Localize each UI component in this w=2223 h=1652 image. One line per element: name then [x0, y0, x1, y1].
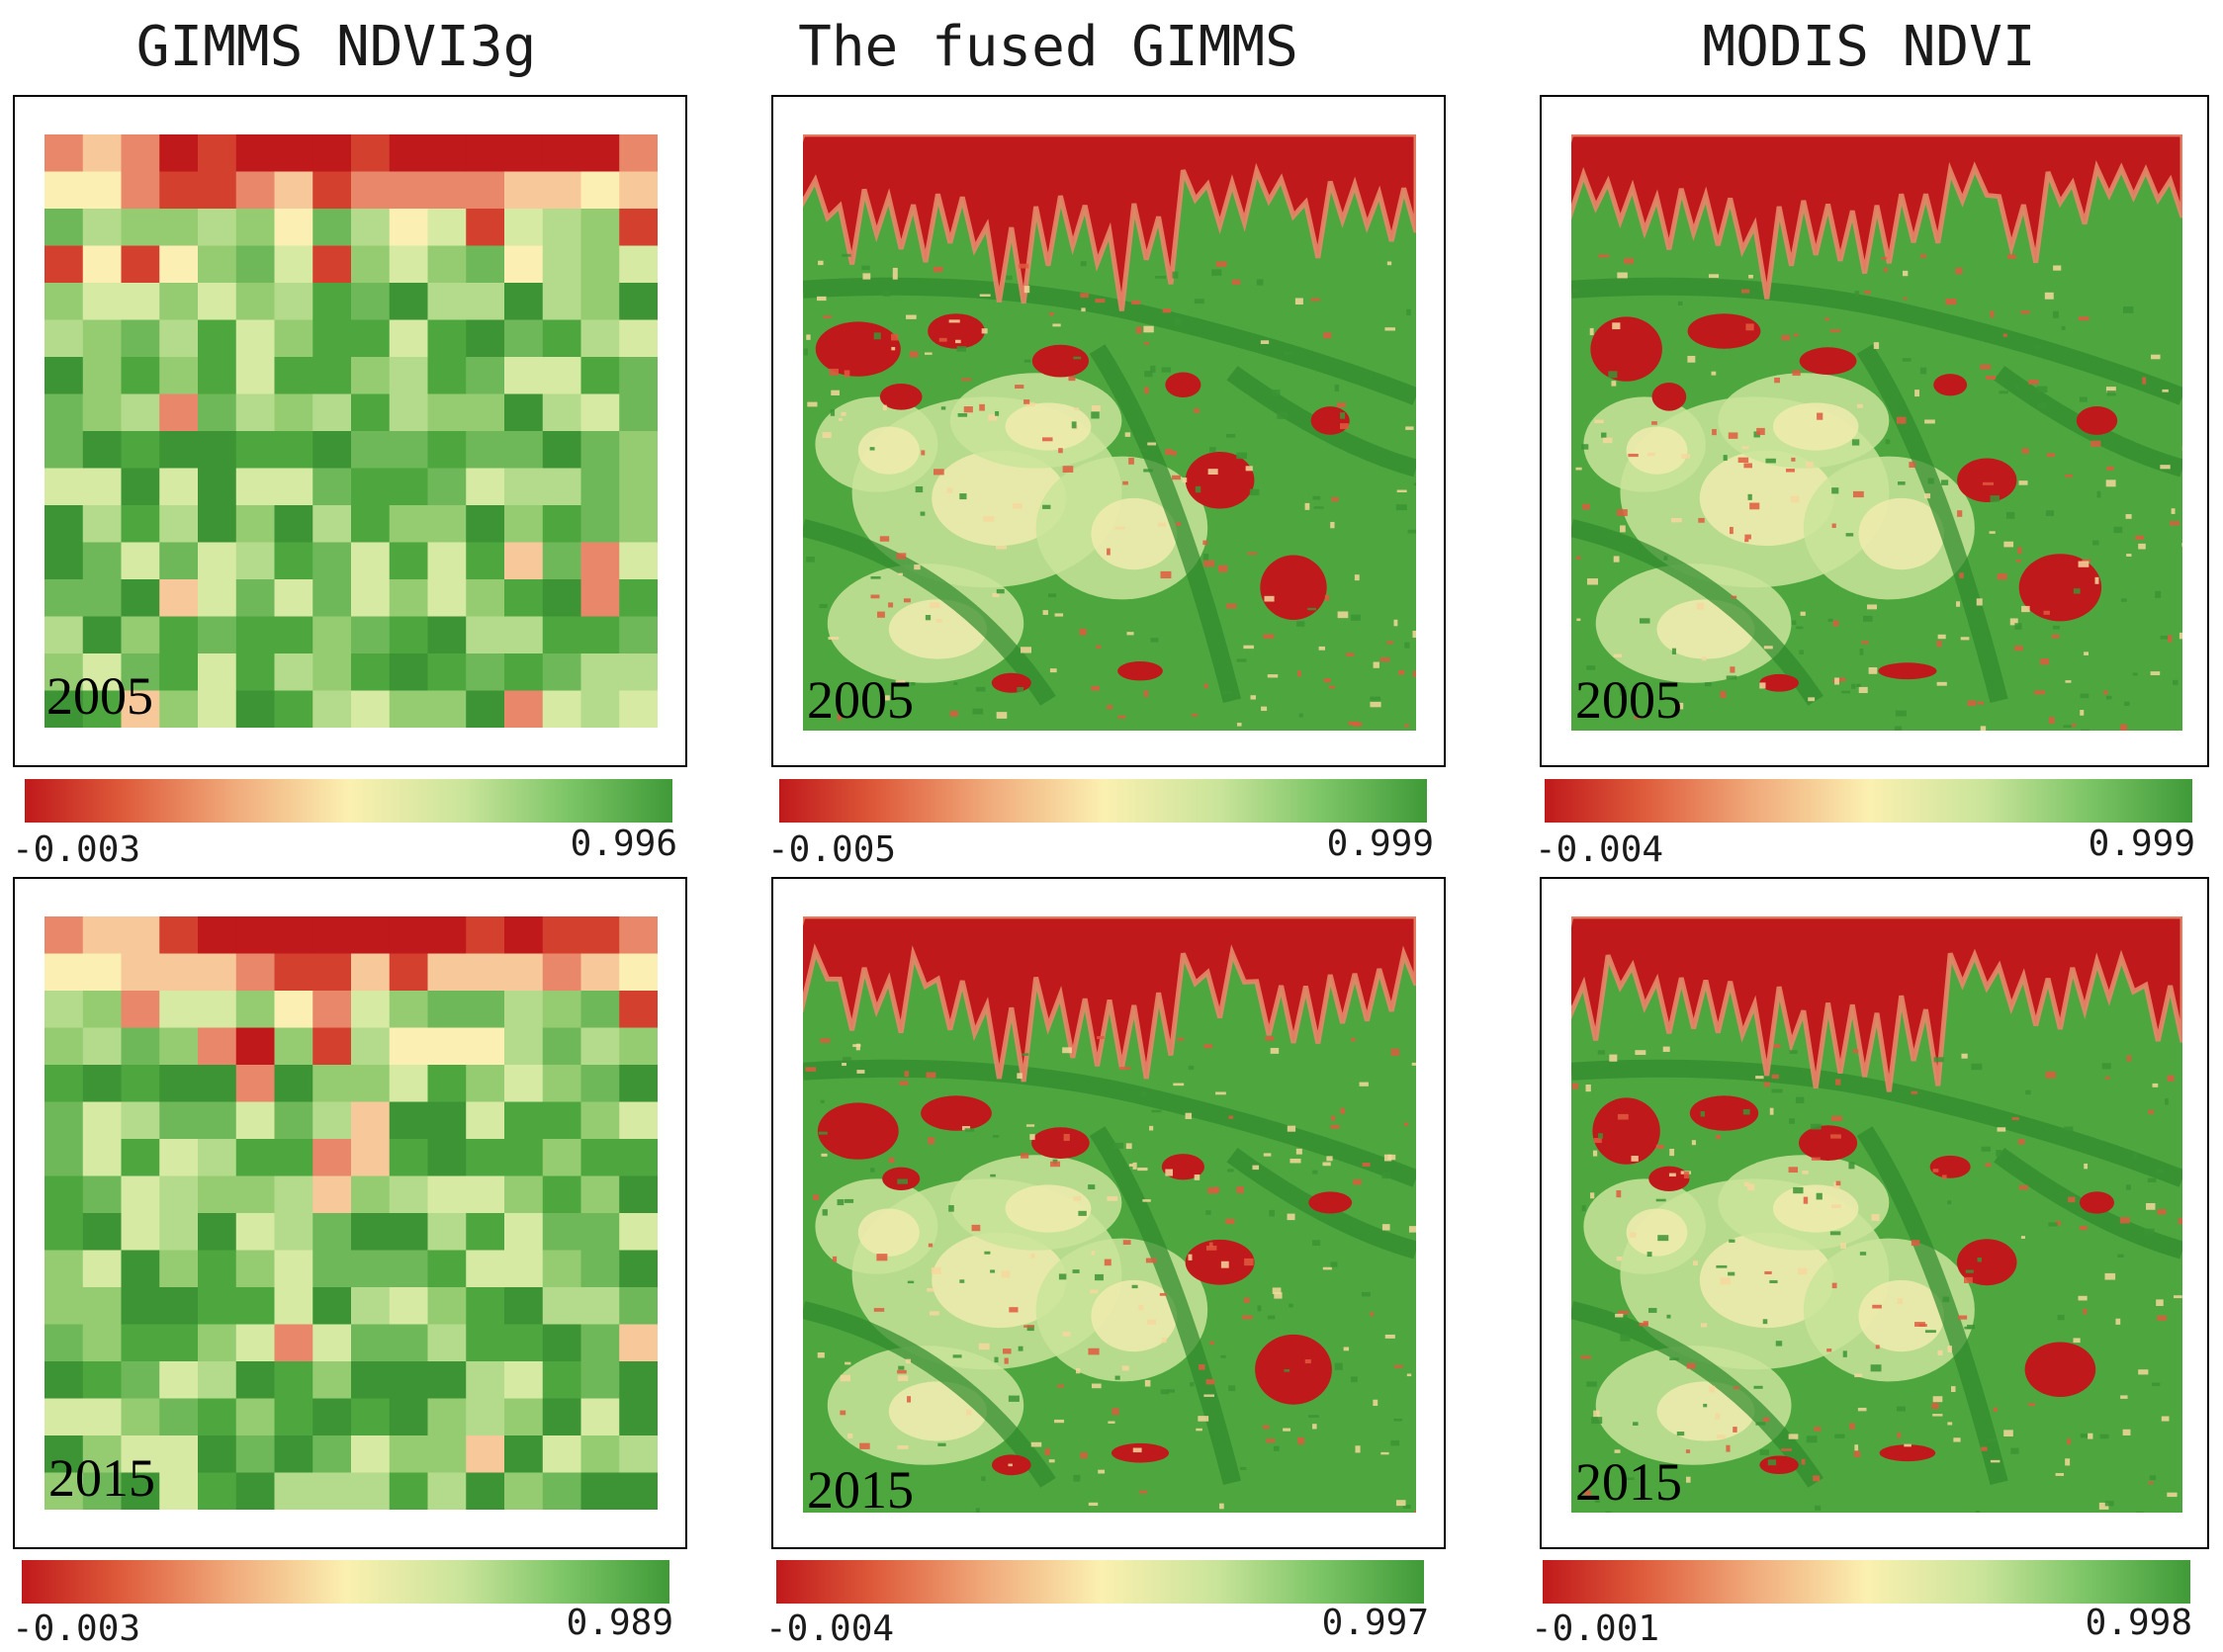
- colorbar: [22, 1560, 669, 1604]
- panel-modis-2005: 2005: [1540, 95, 2209, 767]
- colorbar: [1545, 779, 2192, 823]
- panel-fused-2015: 2015: [771, 877, 1446, 1549]
- raster-map: [44, 134, 658, 728]
- colorbar-min-label: -0.001: [1531, 1609, 1660, 1649]
- year-label: 2015: [807, 1460, 914, 1520]
- panel-fused-2005: 2005: [771, 95, 1446, 767]
- colorbar-min-label: -0.004: [765, 1609, 895, 1649]
- colorbar-max-label: 0.999: [2088, 824, 2195, 864]
- raster-map: [803, 916, 1416, 1513]
- column-title-gimms: GIMMS NDVI3g: [135, 15, 537, 79]
- colorbar-min-label: -0.005: [767, 829, 897, 870]
- colorbar: [25, 779, 672, 823]
- colorbar-max-label: 0.997: [1321, 1603, 1429, 1643]
- column-title-fused: The fused GIMMS NDVI3g: [798, 15, 1298, 174]
- panel-modis-2015: 2015: [1540, 877, 2209, 1549]
- year-label: 2015: [1575, 1452, 1682, 1512]
- colorbar: [779, 779, 1427, 823]
- year-label: 2015: [48, 1448, 155, 1508]
- panel-gimms-2005: 2005: [13, 95, 687, 767]
- colorbar-max-label: 0.998: [2085, 1603, 2192, 1643]
- raster-map: [1571, 916, 2182, 1513]
- colorbar-min-label: -0.003: [12, 1609, 141, 1649]
- column-title-modis: MODIS NDVI: [1702, 15, 2036, 79]
- colorbar-min-label: -0.003: [12, 829, 141, 870]
- year-label: 2005: [1575, 670, 1682, 730]
- colorbar-max-label: 0.989: [566, 1603, 673, 1643]
- raster-map: [803, 134, 1416, 731]
- colorbar: [776, 1560, 1424, 1604]
- raster-map: [1571, 134, 2182, 731]
- year-label: 2005: [807, 670, 914, 730]
- colorbar-max-label: 0.999: [1326, 824, 1434, 864]
- raster-map: [44, 916, 658, 1510]
- panel-gimms-2015: 2015: [13, 877, 687, 1549]
- colorbar: [1543, 1560, 2190, 1604]
- colorbar-min-label: -0.004: [1535, 829, 1664, 870]
- colorbar-max-label: 0.996: [570, 824, 677, 864]
- year-label: 2005: [46, 666, 153, 726]
